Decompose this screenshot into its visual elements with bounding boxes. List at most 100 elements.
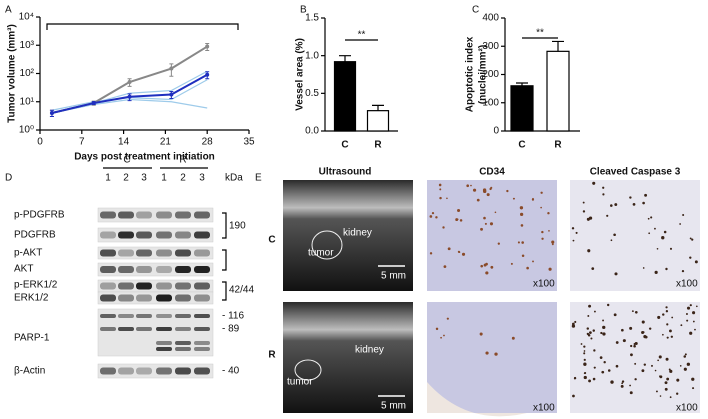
stain-dot: [676, 392, 679, 395]
panel-label: D: [5, 173, 12, 184]
band: [118, 314, 134, 318]
stain-dot: [665, 306, 668, 309]
band: [118, 367, 134, 375]
row-label: β-Actin: [14, 366, 45, 377]
stain-dot: [665, 357, 669, 361]
stain-dot: [642, 331, 645, 334]
stain-dot: [613, 313, 617, 317]
stain-dot: [692, 320, 695, 323]
band: [118, 266, 134, 273]
stain-dot: [642, 201, 645, 205]
bar: [510, 85, 534, 132]
stain-dot: [679, 365, 682, 367]
stain-dot: [531, 198, 535, 201]
stain-dot: [551, 240, 555, 244]
stain-dot: [591, 267, 595, 270]
band: [175, 294, 191, 302]
band: [100, 266, 116, 273]
band: [194, 211, 210, 219]
scale-label: 5 mm: [381, 271, 406, 282]
magnification: x100: [533, 403, 555, 414]
band: [156, 266, 172, 273]
point: [49, 110, 54, 115]
stain-dot: [613, 233, 616, 237]
band: [118, 327, 134, 331]
stain-dot: [685, 312, 688, 315]
stain-dot: [601, 370, 605, 374]
y-tick-label: 0.0: [305, 126, 319, 137]
row-label: ERK1/2: [14, 293, 49, 304]
stain-dot: [526, 266, 529, 270]
stain-dot: [429, 252, 433, 255]
stain-dot: [676, 378, 680, 382]
stain-dot: [686, 306, 691, 310]
stain-dot: [642, 267, 645, 269]
stain-dot: [540, 191, 543, 194]
stain-dot: [574, 320, 577, 324]
tissue-edge: [427, 382, 527, 417]
band: [194, 266, 210, 273]
stain-dot: [593, 349, 596, 352]
stain-dot: [662, 333, 664, 336]
stain-dot: [666, 336, 669, 339]
stain-dot: [440, 336, 442, 339]
y-tick-label: 10³: [20, 40, 35, 51]
band: [194, 294, 210, 302]
stain-dot: [548, 230, 550, 232]
marker-label: - 89: [222, 324, 240, 335]
band: [194, 347, 210, 351]
y-tick-label: 10⁴: [19, 12, 34, 23]
stain-dot: [665, 267, 668, 271]
stain-dot: [583, 352, 586, 355]
y-tick-label: 10²: [20, 68, 35, 79]
stain-dot: [621, 328, 624, 332]
point: [127, 80, 132, 85]
y-tick-label: 10¹: [20, 96, 35, 107]
stain-dot: [659, 375, 663, 379]
band: [156, 341, 172, 345]
stain-dot: [521, 254, 525, 258]
stain-dot: [679, 223, 682, 225]
stain-dot: [593, 310, 596, 313]
band: [136, 266, 152, 273]
magnification: x100: [676, 403, 698, 414]
stain-dot: [572, 239, 575, 242]
y-tick-label: 1.5: [305, 13, 319, 24]
stain-dot: [669, 247, 673, 250]
y-tick-label: 400: [482, 13, 499, 24]
stain-dot: [684, 353, 687, 356]
band: [156, 211, 172, 219]
point: [169, 92, 174, 97]
stain-dot: [587, 314, 590, 317]
stain-dot: [670, 335, 673, 338]
stain-dot: [486, 193, 490, 197]
point: [91, 101, 96, 106]
stain-dot: [590, 337, 593, 340]
stain-dot: [647, 217, 650, 220]
stain-dot: [621, 380, 625, 383]
point: [205, 72, 210, 77]
band: [194, 249, 210, 257]
band: [194, 314, 210, 318]
stain-dot: [663, 230, 667, 234]
stain-dot: [592, 181, 596, 185]
stain-dot: [630, 344, 633, 348]
band: [100, 327, 116, 331]
stain-dot: [583, 375, 587, 380]
stain-dot: [435, 216, 438, 219]
stain-dot: [485, 351, 489, 355]
magnification: x100: [676, 279, 698, 290]
stain-dot: [666, 377, 670, 381]
stain-dot: [588, 379, 591, 383]
stain-dot: [650, 216, 653, 219]
blot-strip: [97, 308, 214, 357]
stain-dot: [689, 237, 692, 240]
lane-label: 1: [161, 173, 167, 184]
band: [118, 211, 134, 219]
stain-dot: [511, 336, 515, 340]
stain-dot: [485, 271, 489, 275]
y-axis-label: Apoptotic index: [465, 36, 476, 112]
annotation: **: [536, 28, 544, 39]
bar: [546, 50, 570, 132]
